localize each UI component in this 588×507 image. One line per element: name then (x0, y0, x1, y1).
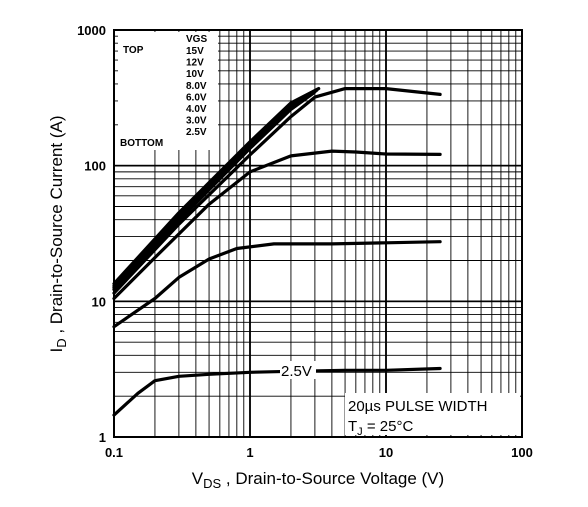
y-tick-label: 10 (92, 294, 106, 309)
x-tick-label: 100 (511, 445, 533, 460)
curves (112, 86, 442, 417)
note-background (345, 393, 520, 435)
legend-entry: 15V (186, 46, 204, 57)
x-tick-labels: 0.1 1 10 100 (105, 445, 533, 460)
x-tick-label: 0.1 (105, 445, 123, 460)
plot-frame (113, 29, 523, 438)
curve-label-background (280, 361, 316, 379)
y-tick-labels: 1 10 100 1000 (77, 23, 106, 445)
legend-top-label: TOP (123, 45, 144, 56)
series-line-6 (112, 240, 442, 329)
curve-label-2p5v: 2.5V (281, 363, 312, 380)
legend-background (118, 32, 218, 150)
y-tick-label: 1000 (77, 23, 106, 38)
legend-entry: 4.0V (186, 104, 207, 115)
legend-entry: 6.0V (186, 92, 207, 103)
series-line-3 (112, 91, 315, 292)
y-tick-label: 1 (99, 430, 106, 445)
legend-bottom-label: BOTTOM (120, 138, 163, 149)
legend-entry: 12V (186, 58, 204, 69)
note-temperature: TJ = 25°C (348, 418, 413, 438)
series-line-7 (112, 366, 442, 417)
legend-entry: 8.0V (186, 81, 207, 92)
legend-entry: 10V (186, 69, 204, 80)
series-line-4 (112, 86, 442, 295)
x-axis-title: VDS , Drain-to-Source Voltage (V) (192, 469, 444, 491)
note-pulse-width: 20µs PULSE WIDTH (348, 398, 488, 415)
series-line-5 (112, 149, 442, 301)
legend-entry: 3.0V (186, 116, 207, 127)
y-tick-label: 100 (84, 159, 106, 174)
y-axis-title: ID , Drain-to-Source Current (A) (47, 115, 69, 352)
legend-entry: 2.5V (186, 127, 207, 138)
legend-header: VGS (186, 34, 207, 45)
x-tick-label: 10 (379, 445, 393, 460)
x-tick-label: 1 (246, 445, 253, 460)
